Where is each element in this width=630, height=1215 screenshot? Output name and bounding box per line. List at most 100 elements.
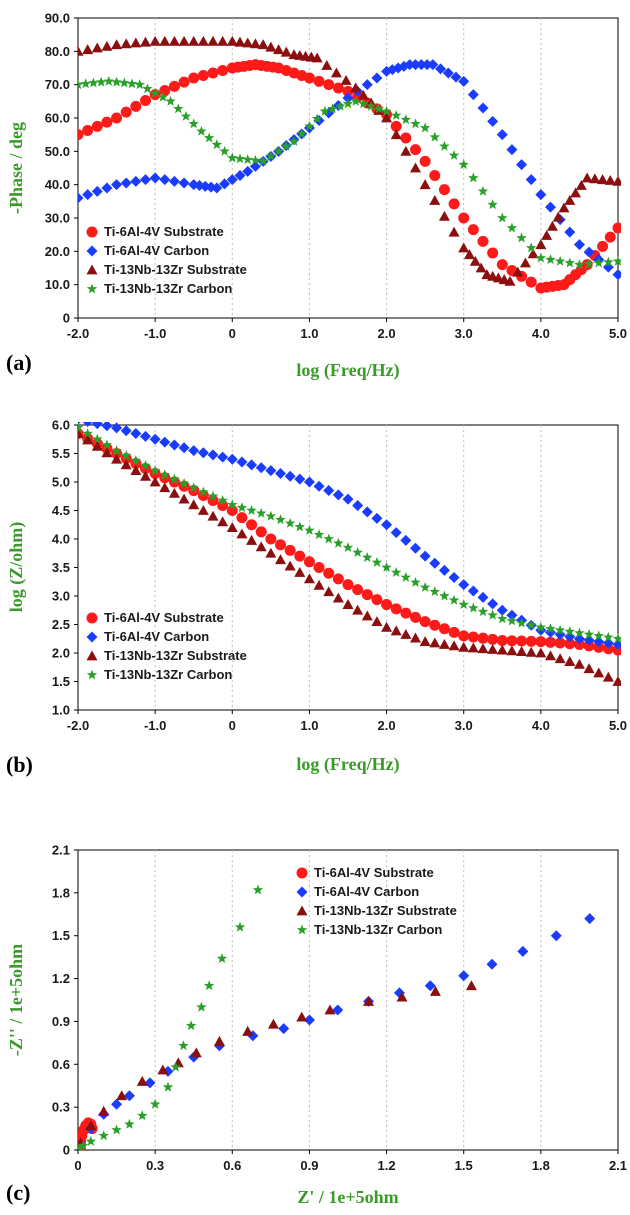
data-point (612, 633, 621, 644)
data-point (120, 425, 132, 437)
data-point (410, 162, 421, 173)
panel-a: -2.0 -1.0 0 1.0 2.0 3.0 4.0 5.0 0 10.0 20.0 30.0 40… (6, 11, 627, 382)
data-point (497, 212, 508, 223)
data-point (545, 636, 556, 648)
data-point (294, 550, 306, 562)
data-point (236, 528, 248, 539)
data-point (323, 586, 335, 597)
data-point (246, 534, 258, 545)
data-point (255, 526, 267, 538)
y-tick-label: 60.0 (45, 111, 70, 126)
data-point (583, 258, 595, 269)
data-point (564, 656, 576, 666)
data-point (597, 240, 609, 252)
legend-label: Ti-6Al-4V Carbon (314, 884, 419, 899)
data-point (554, 653, 566, 664)
data-point (188, 118, 199, 129)
data-point (124, 1118, 135, 1129)
data-point (371, 557, 383, 567)
data-point (525, 276, 537, 288)
legend-marker (296, 924, 308, 935)
y-tick-label: 6.0 (52, 418, 70, 433)
data-point (327, 103, 338, 114)
y-tick-label: 1.2 (52, 971, 70, 986)
data-point (604, 231, 616, 243)
data-point (400, 607, 412, 619)
data-point (217, 495, 228, 505)
data-point (477, 632, 489, 644)
data-point (487, 598, 499, 610)
data-point (226, 522, 238, 532)
y-tick-label: 70.0 (45, 77, 70, 92)
data-point (188, 499, 200, 510)
data-point (467, 89, 479, 101)
data-point (398, 60, 410, 72)
data-point (603, 256, 614, 267)
data-point (78, 422, 84, 433)
data-point (82, 422, 93, 427)
data-point (390, 566, 402, 577)
data-point (313, 480, 325, 492)
data-point (255, 462, 267, 474)
data-point (149, 1098, 161, 1109)
data-point (98, 1130, 109, 1141)
data-point (573, 638, 585, 650)
data-point (448, 150, 460, 160)
data-point (217, 500, 229, 512)
data-point (448, 226, 460, 237)
data-point (612, 638, 621, 650)
data-point (361, 589, 373, 601)
data-point (400, 534, 412, 546)
data-point (98, 1105, 110, 1116)
y-tick-label: 0.3 (52, 1100, 70, 1115)
x-tick-label: 1.2 (378, 1158, 396, 1173)
data-point (168, 439, 180, 451)
data-point (427, 59, 439, 71)
data-point (468, 172, 479, 183)
y-tick-label: 2.1 (52, 843, 70, 858)
data-point (265, 510, 277, 521)
data-point (159, 436, 171, 448)
data-point (149, 172, 161, 184)
data-point (333, 537, 344, 548)
data-point (111, 39, 123, 50)
data-point (487, 199, 498, 210)
data-point (265, 465, 277, 477)
data-point (321, 60, 333, 70)
legend-label: Ti-6Al-4V Substrate (104, 610, 224, 625)
data-point (82, 189, 94, 201)
data-point (111, 76, 122, 87)
data-point (410, 118, 421, 129)
data-point (429, 557, 441, 569)
data-point (554, 624, 566, 635)
data-point (273, 145, 284, 156)
data-point (421, 59, 433, 71)
data-point (255, 507, 267, 518)
panel-a-xticks: -2.0 -1.0 0 1.0 2.0 3.0 4.0 5.0 (67, 318, 627, 341)
data-point (487, 609, 498, 620)
data-point (583, 663, 595, 674)
data-point (178, 1040, 189, 1051)
legend-label: Ti-13Nb-13Zr Carbon (104, 667, 232, 682)
data-point (111, 445, 122, 456)
data-point (226, 174, 238, 186)
data-point (365, 100, 377, 111)
x-tick-label: -2.0 (67, 326, 89, 341)
data-point (352, 500, 364, 512)
data-point (217, 65, 229, 76)
data-point (419, 616, 431, 628)
data-point (313, 562, 325, 573)
data-point (137, 1110, 148, 1121)
data-point (545, 254, 556, 265)
data-point (149, 87, 161, 98)
legend-marker (86, 669, 98, 680)
data-point (525, 242, 537, 253)
panel-c-plot-area (77, 849, 619, 1151)
data-point (197, 70, 209, 81)
data-point (234, 153, 246, 164)
legend-marker (296, 867, 308, 879)
data-point (612, 676, 621, 686)
data-point (477, 102, 489, 114)
data-point (400, 571, 412, 582)
data-point (323, 567, 335, 579)
